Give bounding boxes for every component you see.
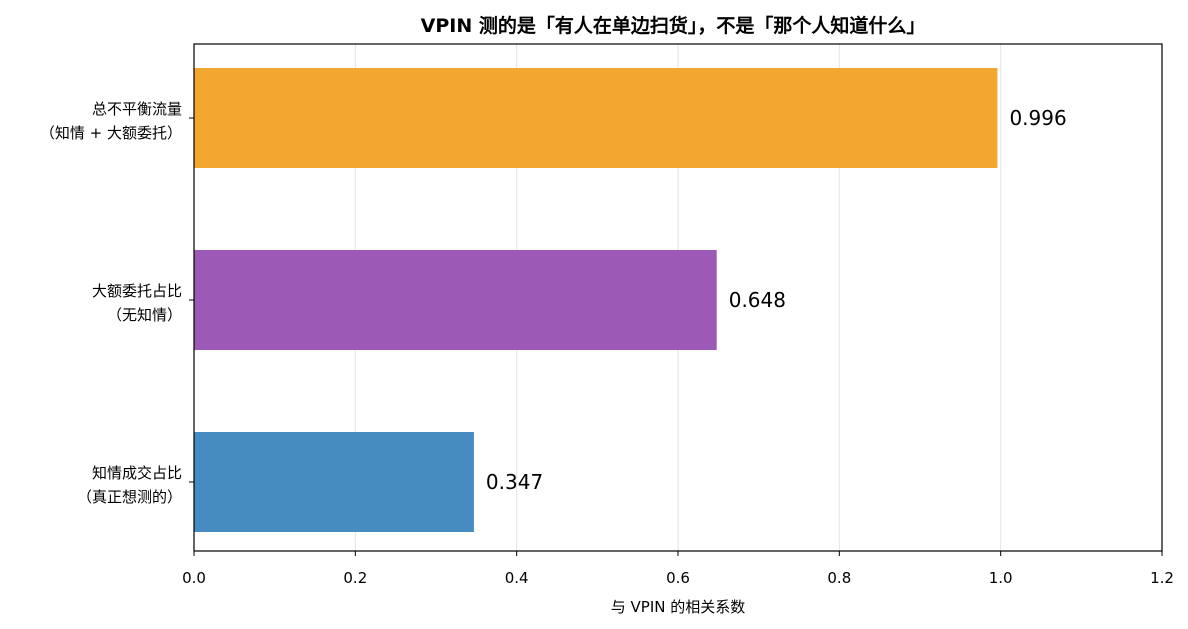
y-category-label: （无知情） — [107, 306, 182, 324]
y-category-label: （真正想测的） — [77, 488, 182, 506]
x-tick-label: 0.2 — [343, 569, 367, 587]
y-category-label: 大额委托占比 — [92, 282, 182, 300]
chart-title: VPIN 测的是「有人在单边扫货」，不是「那个人知道什么」 — [421, 14, 926, 37]
bar — [194, 68, 998, 168]
x-tick-label: 0.6 — [666, 569, 690, 587]
y-category-label: （知情 + 大额委托） — [40, 124, 182, 142]
x-tick-label: 1.0 — [989, 569, 1013, 587]
y-category-label: 知情成交占比 — [92, 464, 182, 482]
bar — [194, 250, 717, 350]
y-axis-ticks: 总不平衡流量 （知情 + 大额委托） 大额委托占比 （无知情） 知情成交占比 （真正想测的… — [40, 100, 194, 506]
bar — [194, 432, 474, 532]
x-axis-label: 与 VPIN 的相关系数 — [611, 598, 746, 616]
x-tick-label: 0.4 — [505, 569, 529, 587]
x-tick-label: 0.8 — [827, 569, 851, 587]
bars: 0.996 0.648 0.347 — [194, 68, 1067, 532]
x-tick-label: 1.2 — [1150, 569, 1174, 587]
x-axis-ticks: 0.0 0.2 0.4 0.6 0.8 1.0 1.2 — [182, 551, 1174, 587]
y-category-label: 总不平衡流量 — [92, 100, 182, 118]
bar-value-label: 0.996 — [1009, 106, 1066, 130]
x-tick-label: 0.0 — [182, 569, 206, 587]
bar-value-label: 0.347 — [486, 470, 543, 494]
bar-value-label: 0.648 — [729, 288, 786, 312]
